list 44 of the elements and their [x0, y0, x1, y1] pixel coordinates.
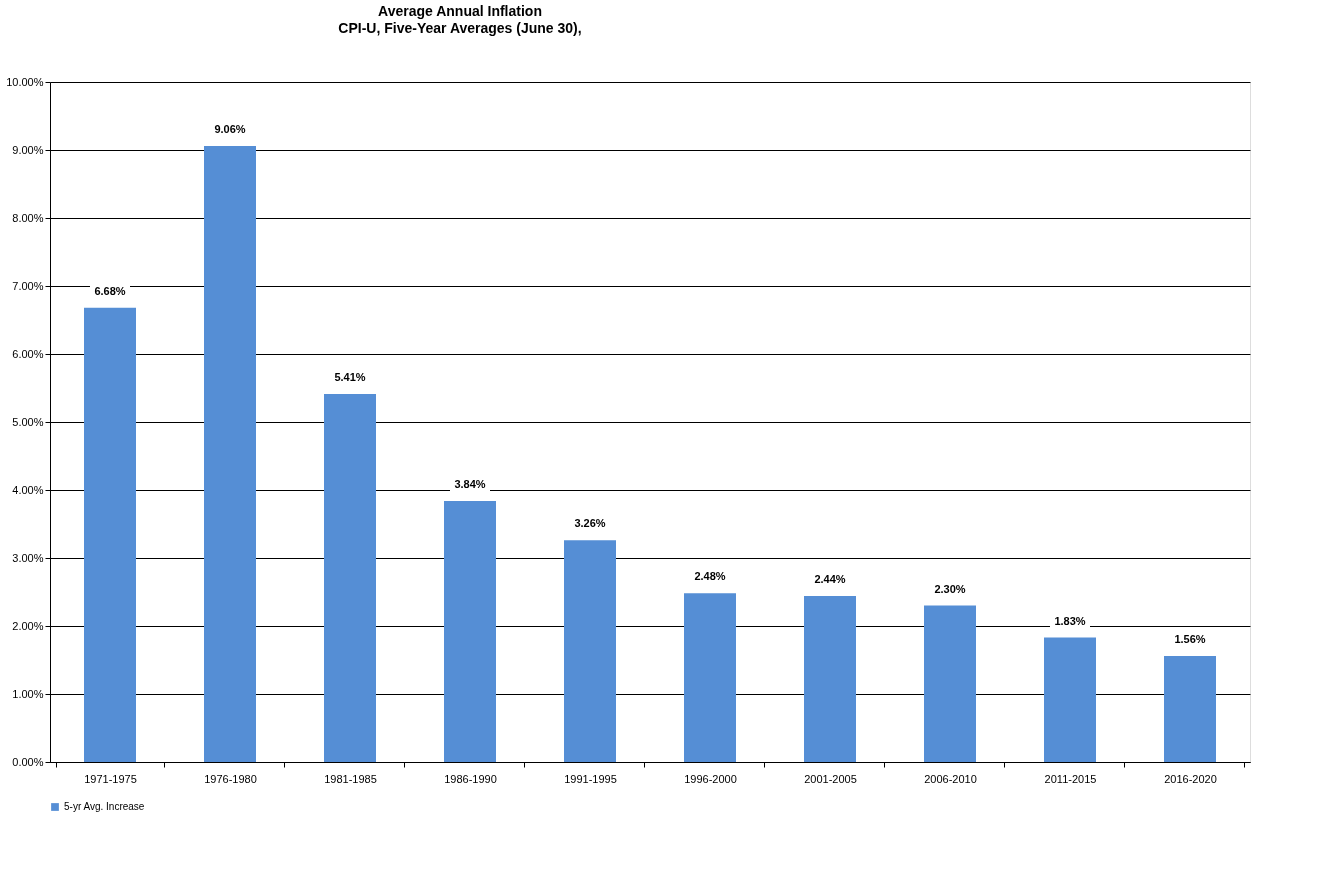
data-label: 2.30%: [934, 582, 966, 595]
data-label: 1.56%: [1174, 632, 1206, 645]
x-tick-label: 1996-2000: [684, 772, 737, 785]
data-label: 5.41%: [334, 371, 366, 384]
y-tick-label: 9.00%: [12, 143, 44, 156]
bar: [204, 145, 256, 762]
x-tick-label: 1986-1990: [444, 772, 497, 785]
x-tick-label: 1971-1975: [84, 772, 137, 785]
bar: [324, 394, 376, 762]
y-tick-label: 6.00%: [12, 347, 44, 360]
data-label: 1.83%: [1054, 614, 1086, 627]
data-label: 2.48%: [694, 570, 726, 583]
bar: [444, 500, 496, 762]
x-tick-label: 2001-2005: [804, 772, 857, 785]
legend-label: 5-yr Avg. Increase: [64, 801, 145, 812]
bar: [564, 540, 616, 762]
y-tick-label: 0.00%: [12, 755, 44, 768]
bar: [84, 307, 136, 762]
chart-title: Average Annual Inflation: [378, 3, 542, 19]
x-tick-label: 2006-2010: [924, 772, 977, 785]
y-tick-label: 7.00%: [12, 279, 44, 292]
x-tick-label: 2011-2015: [1044, 772, 1097, 785]
data-label: 2.44%: [814, 573, 846, 586]
bar: [1044, 637, 1096, 762]
bar: [1164, 655, 1216, 762]
x-tick-label: 1981-1985: [324, 772, 377, 785]
bar: [684, 593, 736, 762]
x-tick-label: 1976-1980: [204, 772, 257, 785]
y-tick-label: 8.00%: [12, 211, 44, 224]
data-label: 9.06%: [214, 122, 246, 135]
x-tick-label: 1991-1995: [564, 772, 617, 785]
y-tick-label: 3.00%: [12, 551, 44, 564]
y-tick-label: 10.00%: [6, 75, 44, 88]
data-label: 6.68%: [94, 284, 126, 297]
y-tick-label: 5.00%: [12, 415, 44, 428]
y-tick-label: 1.00%: [12, 687, 44, 700]
y-tick-label: 2.00%: [12, 619, 44, 632]
data-label: 3.84%: [454, 477, 486, 490]
bar: [804, 596, 856, 762]
bar: [924, 605, 976, 762]
y-tick-label: 4.00%: [12, 483, 44, 496]
chart-subtitle: CPI-U, Five-Year Averages (June 30),: [338, 20, 582, 36]
x-tick-label: 2016-2020: [1164, 772, 1217, 785]
data-label: 3.26%: [574, 517, 606, 530]
